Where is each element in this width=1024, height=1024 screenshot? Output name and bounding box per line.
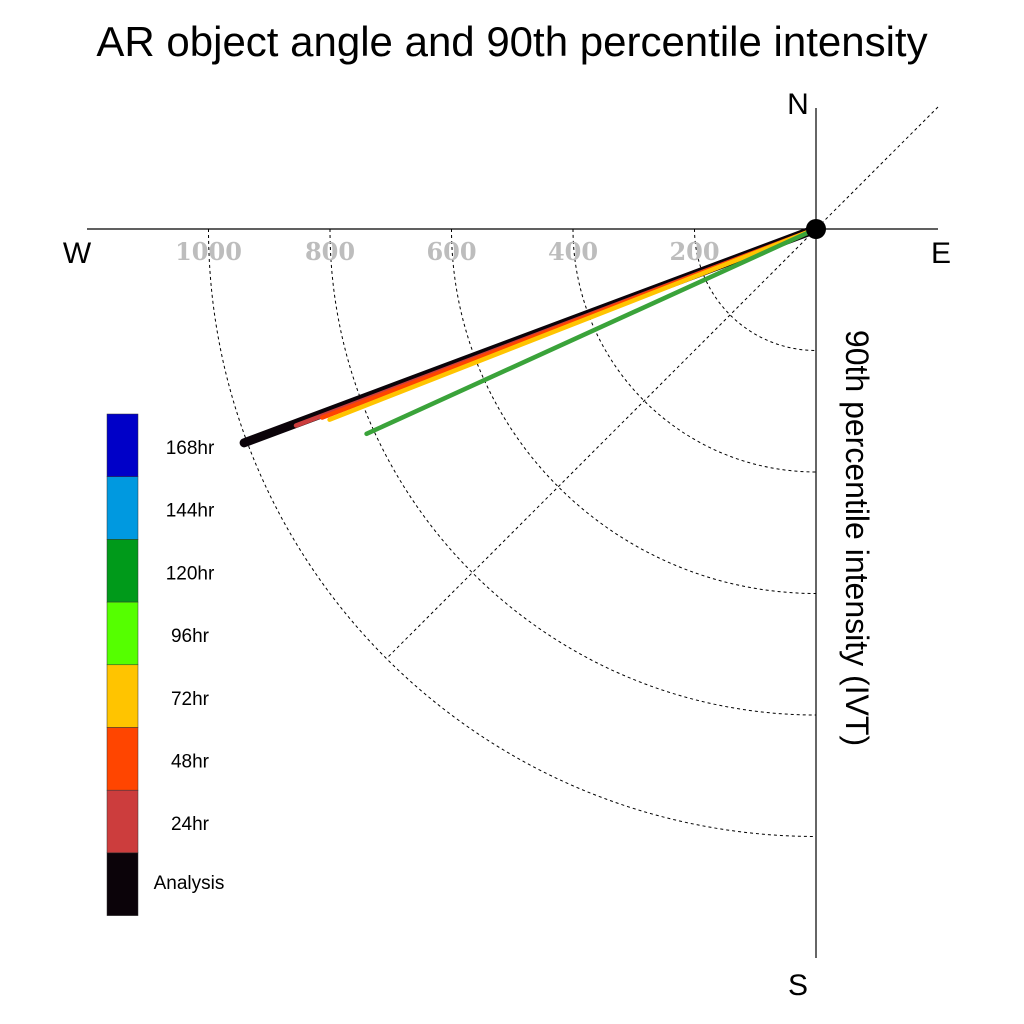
legend-label: 72hr xyxy=(171,689,210,710)
compass-north: N xyxy=(787,88,809,121)
legend-label: 168hr xyxy=(166,438,215,459)
legend-label: 144hr xyxy=(166,501,215,522)
legend-swatch-72hr xyxy=(106,664,139,728)
legend: 168hr 144hr 120hr 96hr 72hr 48hr 24hr Analysis xyxy=(106,413,225,916)
radial-tick-label: 1000 xyxy=(175,237,242,266)
legend-swatch-120hr xyxy=(106,539,139,603)
series-line-72hr xyxy=(327,226,819,422)
series-line-120hr xyxy=(364,226,819,437)
radial-tick-label: 600 xyxy=(426,237,476,266)
legend-swatch-168hr xyxy=(106,413,139,477)
legend-label: 96hr xyxy=(171,626,210,647)
grid-arc-600 xyxy=(451,228,817,594)
legend-label: 48hr xyxy=(171,752,210,773)
grid-layer xyxy=(208,106,939,837)
legend-swatch-analysis xyxy=(106,852,139,916)
series-layer xyxy=(239,224,821,448)
legend-label: 120hr xyxy=(166,563,215,584)
grid-arc-400 xyxy=(572,228,817,473)
compass-west: W xyxy=(63,237,92,270)
tick-layer: 200 400 600 800 1000 xyxy=(175,237,719,266)
compass-east: E xyxy=(931,237,951,270)
legend-label: 24hr xyxy=(171,814,210,835)
radial-tick-label: 800 xyxy=(305,237,355,266)
origin-marker xyxy=(806,219,826,239)
legend-label: Analysis xyxy=(154,873,225,894)
grid-arc-800 xyxy=(329,228,817,716)
legend-swatch-144hr xyxy=(106,476,139,540)
diagonal-reference-line xyxy=(387,106,939,658)
legend-swatch-24hr xyxy=(106,789,139,854)
grid-arc-200 xyxy=(694,228,817,351)
radial-axis-label: 90th percentile intensity (IVT) xyxy=(839,330,875,746)
radial-tick-label: 200 xyxy=(669,237,719,266)
radial-tick-label: 400 xyxy=(548,237,598,266)
grid-arc-1000 xyxy=(208,228,817,837)
chart-title: AR object angle and 90th percentile inte… xyxy=(96,18,927,65)
legend-swatch-48hr xyxy=(106,727,139,791)
legend-swatch-96hr xyxy=(106,601,139,666)
compass-south: S xyxy=(788,969,808,1002)
